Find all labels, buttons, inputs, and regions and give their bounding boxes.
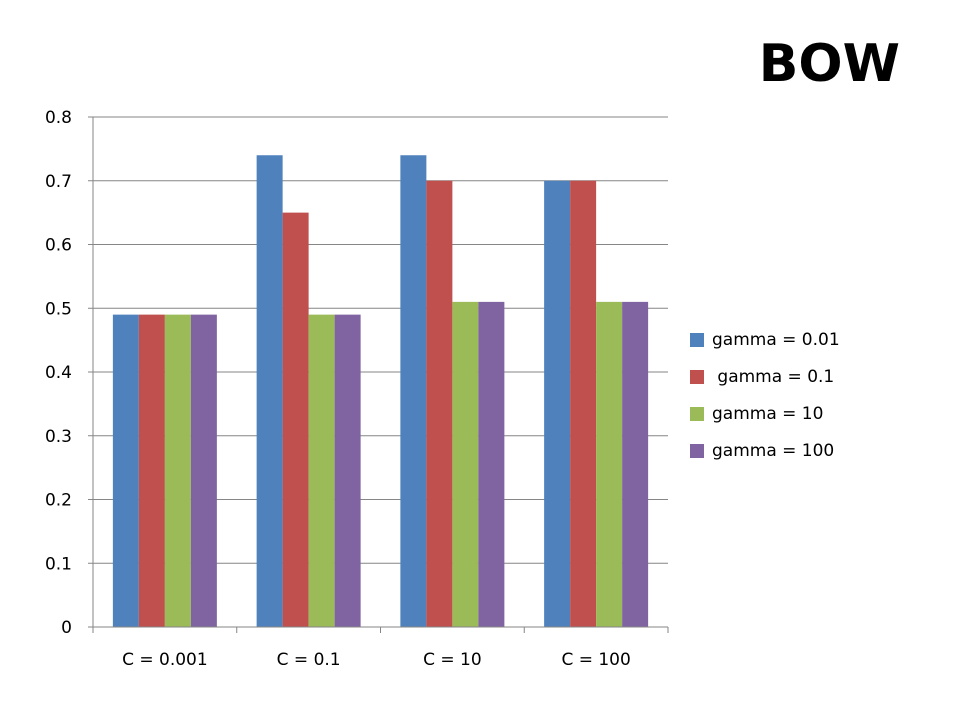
y-tick-label-6: 0.6 [45,236,72,256]
bar-2-3 [478,301,505,627]
legend-item-series-0: gamma = 0.01 [690,321,840,358]
legend-item-series-1: gamma = 0.1 [690,358,840,395]
bar-0-1 [138,314,165,627]
bar-2-1 [426,180,453,627]
bar-2-2 [452,301,479,627]
legend-swatch-series-3 [690,443,704,458]
bar-3-2 [596,301,623,627]
legend-swatch-series-1 [690,369,704,384]
bar-1-3 [334,314,361,627]
legend-swatch-series-2 [690,406,704,421]
legend-label-series-1: gamma = 0.1 [712,366,835,387]
x-tick-label-2: C = 10 [423,650,482,670]
bar-1-0 [256,155,283,627]
y-tick-label-1: 0.1 [45,554,72,574]
chart-legend: gamma = 0.01 gamma = 0.1 gamma = 10 gamm… [690,321,840,469]
bar-0-0 [112,314,139,627]
y-tick-label-0: 0 [61,618,72,638]
legend-swatch-series-0 [690,332,704,347]
legend-label-series-3: gamma = 100 [712,440,835,461]
bar-1-1 [282,212,309,627]
x-tick-label-3: C = 100 [561,650,630,670]
y-tick-label-4: 0.4 [45,363,72,383]
x-tick-label-1: C = 0.1 [277,650,341,670]
legend-label-series-2: gamma = 10 [712,403,824,424]
y-tick-label-3: 0.3 [45,427,72,447]
bar-1-2 [308,314,335,627]
bar-3-0 [544,180,571,627]
bar-2-0 [400,155,427,627]
legend-item-series-3: gamma = 100 [690,432,840,469]
x-tick-label-0: C = 0.001 [122,650,208,670]
y-tick-label-5: 0.5 [45,299,72,319]
bar-3-3 [622,301,649,627]
y-tick-label-2: 0.2 [45,491,72,511]
y-tick-label-8: 0.8 [45,108,72,128]
chart-title: BOW [758,34,900,94]
bar-0-2 [164,314,191,627]
bar-3-1 [570,180,597,627]
y-tick-label-7: 0.7 [45,172,72,192]
legend-label-series-0: gamma = 0.01 [712,329,840,350]
bar-0-3 [190,314,217,627]
legend-item-series-2: gamma = 10 [690,395,840,432]
